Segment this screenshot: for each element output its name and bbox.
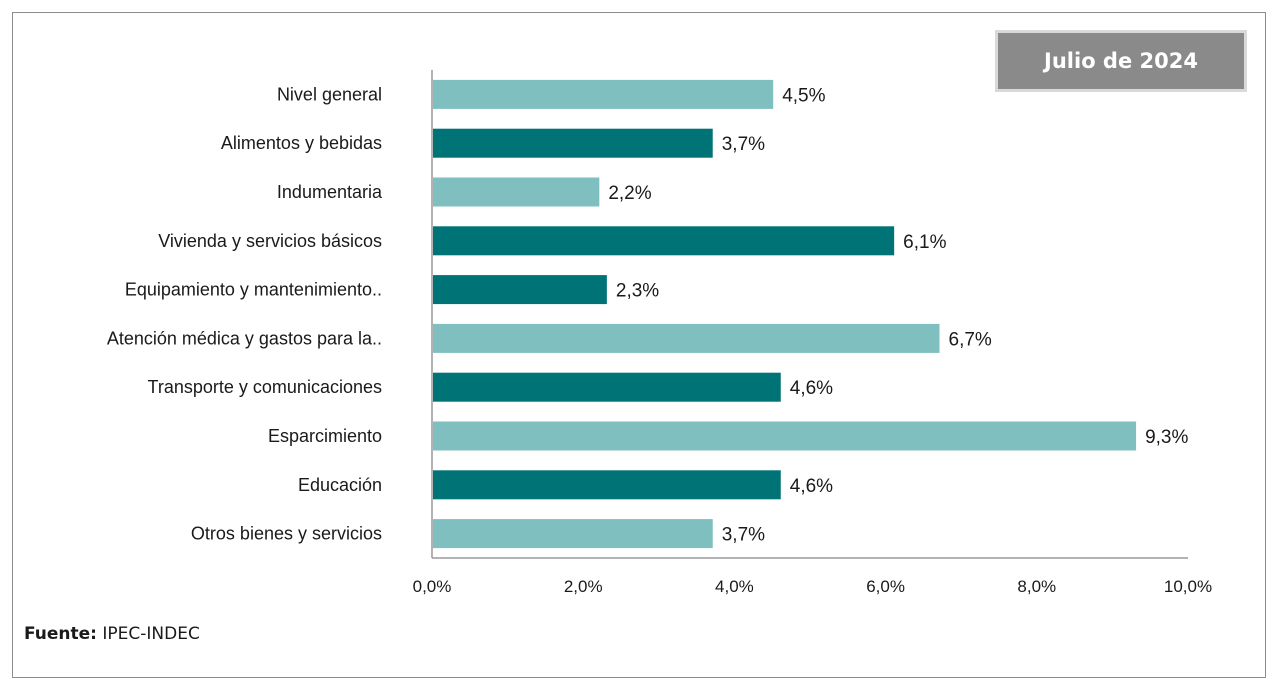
- bar-6: [433, 323, 940, 353]
- category-label: Nivel general: [277, 84, 382, 104]
- category-label: Otros bienes y servicios: [191, 524, 382, 544]
- category-label: Alimentos y bebidas: [221, 133, 382, 153]
- value-label: 9,3%: [1145, 427, 1188, 448]
- bar-10: [433, 519, 713, 549]
- x-tick-label: 4,0%: [715, 577, 754, 596]
- value-label: 4,6%: [790, 378, 833, 399]
- value-label: 6,1%: [903, 232, 946, 253]
- category-label: Transporte y comunicaciones: [148, 377, 382, 397]
- source-text: IPEC-INDEC: [96, 624, 200, 644]
- bar-9: [433, 470, 781, 500]
- value-label: 2,3%: [616, 281, 659, 302]
- bar-5: [433, 275, 607, 305]
- value-label: 4,6%: [790, 476, 833, 497]
- bar-2: [433, 128, 713, 158]
- category-label: Indumentaria: [277, 182, 383, 202]
- period-badge: Julio de 2024: [998, 33, 1244, 89]
- x-tick-label: 10,0%: [1164, 577, 1212, 596]
- value-label: 2,2%: [608, 183, 651, 204]
- bar-1: [433, 79, 774, 109]
- category-label: Equipamiento y mantenimiento..: [125, 280, 382, 300]
- value-label: 3,7%: [722, 525, 765, 546]
- bar-8: [433, 421, 1137, 451]
- bar-3: [433, 177, 600, 207]
- category-label: Educación: [298, 475, 382, 495]
- category-label: Vivienda y servicios básicos: [158, 231, 382, 251]
- value-label: 4,5%: [782, 85, 825, 106]
- value-label: 3,7%: [722, 134, 765, 155]
- value-label: 6,7%: [949, 329, 992, 350]
- x-tick-label: 2,0%: [564, 577, 603, 596]
- bar-4: [433, 226, 895, 256]
- category-label: Atención médica y gastos para la..: [107, 328, 382, 348]
- source-note: Fuente: IPEC-INDEC: [24, 624, 200, 644]
- x-tick-label: 8,0%: [1017, 577, 1056, 596]
- x-tick-label: 0,0%: [413, 577, 452, 596]
- x-tick-label: 6,0%: [866, 577, 905, 596]
- bar-7: [433, 372, 781, 402]
- category-label: Esparcimiento: [268, 426, 382, 446]
- source-label: Fuente:: [24, 624, 97, 644]
